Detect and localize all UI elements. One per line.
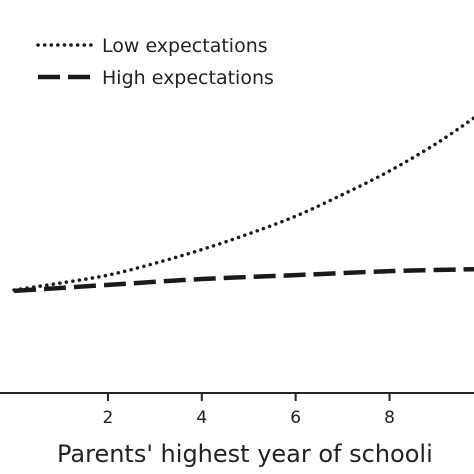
x-tick-label-6: 6 <box>290 408 301 428</box>
x-tick-label-8: 8 <box>384 408 395 428</box>
legend-label-low-expectations: Low expectations <box>102 35 268 57</box>
legend-label-high-expectations: High expectations <box>102 67 274 89</box>
series-line-low-expectations <box>12 116 474 292</box>
x-axis-ticks: 2 4 6 8 <box>103 393 395 428</box>
x-tick-label-2: 2 <box>103 408 114 428</box>
x-axis-label: Parents' highest year of schooli <box>57 440 433 468</box>
legend: Low expectations High expectations <box>36 35 274 89</box>
plot-lines <box>12 116 474 294</box>
x-tick-label-4: 4 <box>196 408 207 428</box>
series-line-high-expectations <box>13 266 474 294</box>
